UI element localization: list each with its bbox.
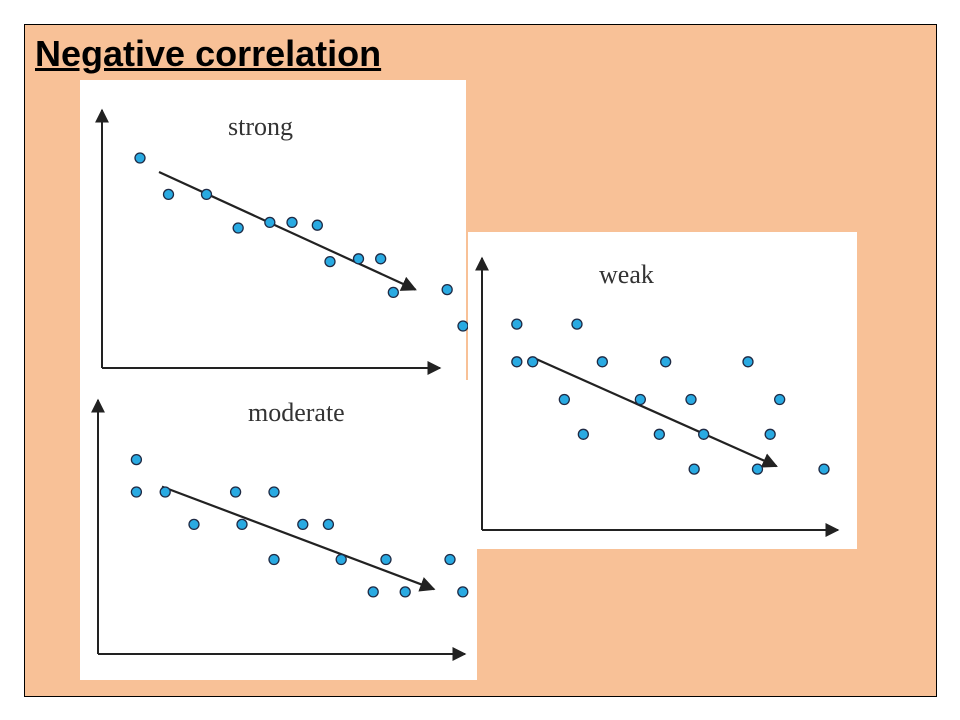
plot-label-moderate: moderate <box>248 398 345 427</box>
data-point-strong-8 <box>324 255 336 268</box>
scatter-panel-strong: strong <box>80 80 469 380</box>
data-point-moderate-10 <box>322 518 335 531</box>
plot-label-weak: weak <box>599 260 654 289</box>
data-point-strong-2 <box>162 188 175 201</box>
trend-arrow-weak <box>535 357 778 468</box>
data-point-moderate-8 <box>268 553 280 566</box>
data-point-strong-13 <box>457 320 469 332</box>
scatter-plot-moderate <box>91 398 469 661</box>
data-point-moderate-9 <box>297 518 309 531</box>
data-point-weak-17 <box>774 393 786 406</box>
data-point-weak-18 <box>818 463 830 475</box>
data-point-weak-2 <box>511 356 523 368</box>
scatter-plot-strong <box>95 108 469 375</box>
data-point-moderate-16 <box>457 586 469 598</box>
data-point-strong-11 <box>387 286 399 299</box>
data-point-weak-11 <box>685 393 697 406</box>
data-point-moderate-6 <box>236 518 248 531</box>
data-point-moderate-2 <box>130 486 143 498</box>
data-point-weak-15 <box>751 463 764 475</box>
data-point-weak-9 <box>653 428 665 440</box>
data-point-strong-3 <box>200 188 213 201</box>
data-point-moderate-1 <box>130 453 143 466</box>
data-point-moderate-11 <box>335 553 347 566</box>
data-point-strong-10 <box>375 253 387 265</box>
data-point-weak-4 <box>558 393 570 406</box>
trend-arrow-strong <box>158 171 417 291</box>
data-point-weak-7 <box>596 356 608 368</box>
data-point-strong-5 <box>264 216 276 229</box>
data-point-moderate-13 <box>367 586 379 598</box>
scatter-plot-weak <box>475 256 840 537</box>
data-point-strong-6 <box>286 216 298 229</box>
data-point-moderate-3 <box>159 486 171 498</box>
data-point-strong-7 <box>311 219 323 231</box>
data-point-strong-4 <box>232 222 244 234</box>
data-point-weak-16 <box>764 428 776 440</box>
data-point-strong-12 <box>441 283 453 296</box>
data-point-weak-6 <box>577 428 589 440</box>
data-point-weak-14 <box>742 356 754 368</box>
data-point-strong-1 <box>134 152 146 164</box>
data-point-moderate-12 <box>380 553 392 566</box>
data-point-moderate-5 <box>229 486 242 498</box>
data-point-moderate-15 <box>444 553 456 566</box>
data-point-weak-5 <box>571 318 583 330</box>
scatter-panel-weak: weak <box>468 232 857 549</box>
trend-arrow-moderate <box>161 485 436 592</box>
data-point-weak-12 <box>688 463 700 475</box>
scatter-panel-moderate: moderate <box>80 380 477 680</box>
data-point-weak-3 <box>527 356 539 368</box>
data-point-weak-10 <box>660 356 672 368</box>
data-point-moderate-4 <box>188 518 200 531</box>
data-point-weak-8 <box>634 393 646 406</box>
data-point-strong-9 <box>352 253 365 265</box>
data-point-weak-13 <box>698 428 710 440</box>
data-point-moderate-7 <box>268 486 280 498</box>
data-point-moderate-14 <box>399 586 411 598</box>
plot-label-strong: strong <box>228 112 293 141</box>
slide-title: Negative correlation <box>35 33 382 74</box>
data-point-weak-1 <box>511 318 523 330</box>
